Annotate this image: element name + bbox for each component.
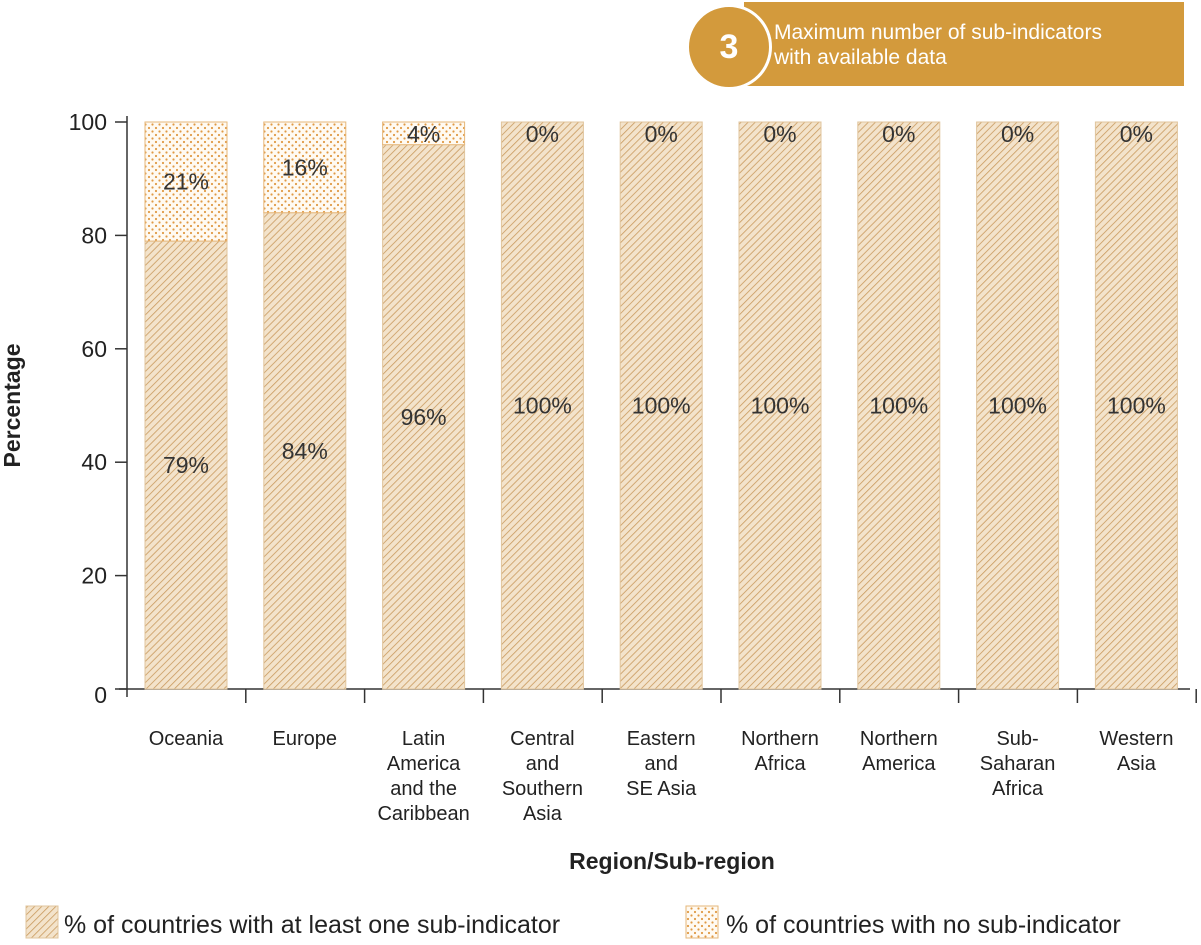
y-tick-label: 80 [81, 222, 107, 248]
legend-swatch-no-sub-indicator [685, 905, 719, 939]
data-label-with-sub-indicator: 100% [988, 393, 1047, 419]
y-tick-label: 20 [81, 563, 107, 589]
sub-indicator-badge: 3 Maximum number of sub-indicators with … [686, 2, 1184, 90]
x-tick-label: Latin America and the Caribbean [377, 728, 469, 825]
x-tick-label: Northern America [860, 728, 938, 775]
data-label-with-sub-indicator: 100% [513, 393, 572, 419]
legend-swatch-with-sub-indicator [25, 905, 59, 939]
bar-with-sub-indicator [144, 240, 228, 690]
y-tick-label: 40 [81, 449, 107, 475]
bar-no-sub-indicator [263, 121, 347, 214]
data-label-no-sub-indicator: 21% [163, 169, 209, 195]
bar-with-sub-indicator [619, 121, 703, 690]
bar-no-sub-indicator [382, 121, 466, 146]
data-label-with-sub-indicator: 79% [163, 452, 209, 478]
x-axis-title: Region/Sub-region [569, 848, 775, 874]
bar-with-sub-indicator [500, 121, 584, 690]
badge-number: 3 [686, 4, 772, 90]
y-axis-title: Percentage [0, 343, 25, 467]
legend-label-with-sub-indicator: % of countries with at least one sub-ind… [64, 911, 560, 939]
data-label-no-sub-indicator: 0% [1120, 121, 1153, 147]
y-tick-label: 60 [81, 336, 107, 362]
data-label-with-sub-indicator: 100% [751, 393, 810, 419]
data-label-no-sub-indicator: 0% [645, 121, 678, 147]
data-label-with-sub-indicator: 100% [869, 393, 928, 419]
bar-with-sub-indicator [857, 121, 941, 690]
data-label-with-sub-indicator: 100% [632, 393, 691, 419]
x-tick-label: Northern Africa [741, 728, 819, 775]
badge-text: Maximum number of sub-indicators with av… [774, 20, 1102, 70]
bar-with-sub-indicator [738, 121, 822, 690]
data-label-no-sub-indicator: 0% [763, 121, 796, 147]
data-label-no-sub-indicator: 4% [407, 121, 440, 147]
x-tick-label: Eastern and SE Asia [626, 728, 697, 800]
y-tick-label: 0 [94, 682, 107, 708]
data-label-with-sub-indicator: 100% [1107, 393, 1166, 419]
bar-with-sub-indicator [263, 212, 347, 690]
bar-no-sub-indicator [144, 121, 228, 242]
badge-line-1: Maximum number of sub-indicators [774, 21, 1102, 44]
data-label-no-sub-indicator: 0% [526, 121, 559, 147]
badge-tab [744, 2, 1184, 86]
legend-label-no-sub-indicator: % of countries with no sub-indicator [726, 911, 1121, 939]
x-tick-label: Central and Southern Asia [502, 728, 583, 825]
data-label-no-sub-indicator: 0% [1001, 121, 1034, 147]
y-tick-label: 100 [69, 109, 107, 135]
data-label-with-sub-indicator: 84% [282, 438, 328, 464]
x-tick-label: Oceania [149, 728, 224, 750]
data-label-no-sub-indicator: 0% [882, 121, 915, 147]
bar-with-sub-indicator [1094, 121, 1178, 690]
x-tick-label: Europe [273, 728, 338, 750]
bar-with-sub-indicator [976, 121, 1060, 690]
x-tick-label: Sub-Saharan Africa [980, 728, 1056, 800]
data-label-no-sub-indicator: 16% [282, 154, 328, 180]
data-label-with-sub-indicator: 96% [401, 404, 447, 430]
x-tick-label: Western Asia [1099, 728, 1173, 775]
badge-line-2: with available data [774, 46, 947, 69]
